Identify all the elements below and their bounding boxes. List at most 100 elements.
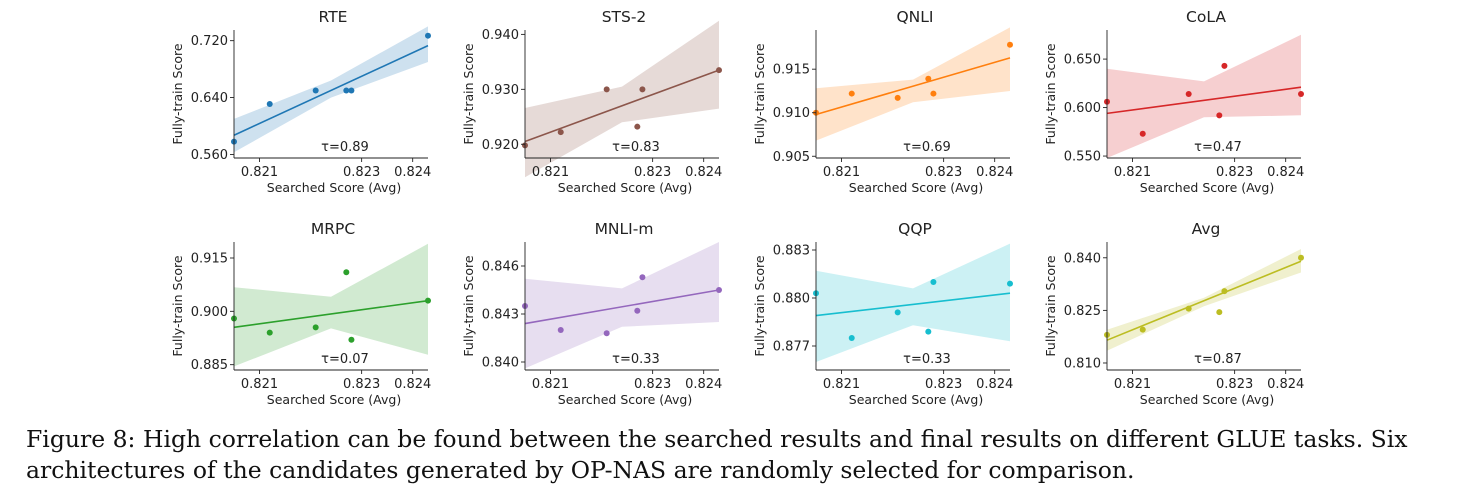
y-tick-label: 0.825 xyxy=(1064,304,1101,319)
x-axis-label: Searched Score (Avg) xyxy=(1140,180,1274,195)
y-tick-label: 0.915 xyxy=(191,252,228,267)
data-point xyxy=(930,279,937,285)
data-point xyxy=(634,307,641,314)
y-axis-label: Fully-train Score xyxy=(461,43,476,144)
y-axis-label: Fully-train Score xyxy=(752,43,767,144)
x-tick-label: 0.823 xyxy=(1216,165,1253,180)
y-tick-label: 0.940 xyxy=(482,28,519,43)
regression-line xyxy=(1106,86,1302,115)
data-point xyxy=(1221,62,1228,69)
x-axis-label: Searched Score (Avg) xyxy=(558,392,692,407)
data-point xyxy=(894,309,901,316)
x-axis-label: Searched Score (Avg) xyxy=(849,392,983,407)
data-point xyxy=(848,335,855,341)
data-point xyxy=(1007,280,1013,287)
data-point xyxy=(716,67,722,74)
data-point xyxy=(1298,91,1304,97)
subplot-title: Avg xyxy=(1192,220,1221,238)
tau-annotation: τ=0.33 xyxy=(903,352,951,367)
regression-line xyxy=(233,44,429,136)
y-tick-label: 0.840 xyxy=(1064,251,1101,266)
subplot-qnli: 0.905 0.910 0.915 0.821 0.823 0.824 QNLI Search… xyxy=(752,8,1013,195)
subplot-mrpc: 0.885 0.900 0.915 0.821 0.823 0.824 MRPC Search… xyxy=(170,220,431,407)
data-point xyxy=(1216,112,1223,119)
data-point xyxy=(925,328,932,335)
regression-line xyxy=(815,292,1011,317)
data-point xyxy=(266,100,273,107)
y-axis-label: Fully-train Score xyxy=(170,255,185,356)
x-tick-label: 0.823 xyxy=(343,165,380,180)
subplot-title: MRPC xyxy=(311,220,355,238)
data-point xyxy=(1139,326,1146,333)
data-point xyxy=(634,123,641,130)
data-point xyxy=(639,86,646,93)
x-tick-label: 0.823 xyxy=(634,377,671,392)
data-point xyxy=(1007,41,1013,48)
y-tick-label: 0.910 xyxy=(773,106,810,121)
data-point xyxy=(348,336,355,343)
subplot-rte: 0.560 0.640 0.720 0.821 0.823 0.824 RTE Searche… xyxy=(170,8,431,195)
x-axis-label: Searched Score (Avg) xyxy=(1140,392,1274,407)
regression-line xyxy=(524,69,720,143)
data-point xyxy=(1139,130,1146,137)
y-tick-label: 0.880 xyxy=(773,292,810,307)
data-point xyxy=(348,87,355,94)
subplot-cola: 0.550 0.600 0.650 0.821 0.823 0.824 CoLA Search… xyxy=(1043,8,1304,195)
y-axis-label: Fully-train Score xyxy=(170,43,185,144)
y-tick-label: 0.920 xyxy=(482,138,519,153)
tau-annotation: τ=0.69 xyxy=(903,140,951,155)
y-axis-label: Fully-train Score xyxy=(1043,43,1058,144)
x-tick-label: 0.821 xyxy=(241,377,278,392)
subplot-avg: 0.810 0.825 0.840 0.821 0.823 0.824 Avg Searche… xyxy=(1043,220,1304,407)
y-axis-label: Fully-train Score xyxy=(1043,255,1058,356)
y-tick-label: 0.905 xyxy=(773,150,810,165)
data-point xyxy=(343,269,350,276)
x-axis-label: Searched Score (Avg) xyxy=(267,180,401,195)
subplot-title: RTE xyxy=(319,8,348,26)
x-tick-label: 0.821 xyxy=(1114,377,1151,392)
data-point xyxy=(603,330,610,337)
y-axis-label: Fully-train Score xyxy=(752,255,767,356)
x-axis-label: Searched Score (Avg) xyxy=(558,180,692,195)
confidence-band xyxy=(1107,34,1301,158)
data-point xyxy=(848,90,855,97)
data-point xyxy=(312,87,319,94)
data-point xyxy=(312,324,319,331)
x-tick-label: 0.824 xyxy=(685,377,722,392)
tau-annotation: τ=0.83 xyxy=(612,140,660,155)
data-point xyxy=(1298,254,1304,261)
y-axis-label: Fully-train Score xyxy=(461,255,476,356)
y-tick-label: 0.915 xyxy=(773,63,810,78)
data-point xyxy=(716,287,722,293)
x-tick-label: 0.824 xyxy=(394,165,431,180)
x-tick-label: 0.824 xyxy=(976,165,1013,180)
y-tick-label: 0.600 xyxy=(1064,101,1101,116)
data-point xyxy=(894,94,901,101)
y-tick-label: 0.900 xyxy=(191,305,228,320)
data-point xyxy=(925,75,932,82)
data-point xyxy=(930,90,937,97)
data-point xyxy=(1216,309,1223,316)
y-tick-label: 0.843 xyxy=(482,308,519,323)
tau-annotation: τ=0.87 xyxy=(1194,352,1242,367)
y-tick-label: 0.720 xyxy=(191,34,228,49)
x-axis-label: Searched Score (Avg) xyxy=(267,392,401,407)
data-point xyxy=(425,32,431,39)
x-tick-label: 0.823 xyxy=(634,165,671,180)
x-tick-label: 0.824 xyxy=(1267,377,1304,392)
data-point xyxy=(425,297,431,304)
x-tick-label: 0.821 xyxy=(241,165,278,180)
y-tick-label: 0.560 xyxy=(191,148,228,163)
x-tick-label: 0.821 xyxy=(532,377,569,392)
subplot-title: CoLA xyxy=(1186,8,1226,26)
y-tick-label: 0.883 xyxy=(773,244,810,259)
y-tick-label: 0.810 xyxy=(1064,356,1101,371)
correlation-figure: 0.560 0.640 0.720 0.821 0.823 0.824 RTE Searche… xyxy=(170,8,1304,407)
data-point xyxy=(1185,91,1192,97)
y-tick-label: 0.840 xyxy=(482,356,519,371)
x-tick-label: 0.821 xyxy=(1114,165,1151,180)
data-point xyxy=(266,329,273,336)
data-point xyxy=(1221,288,1228,295)
data-point xyxy=(603,86,610,93)
confidence-band xyxy=(816,27,1010,141)
